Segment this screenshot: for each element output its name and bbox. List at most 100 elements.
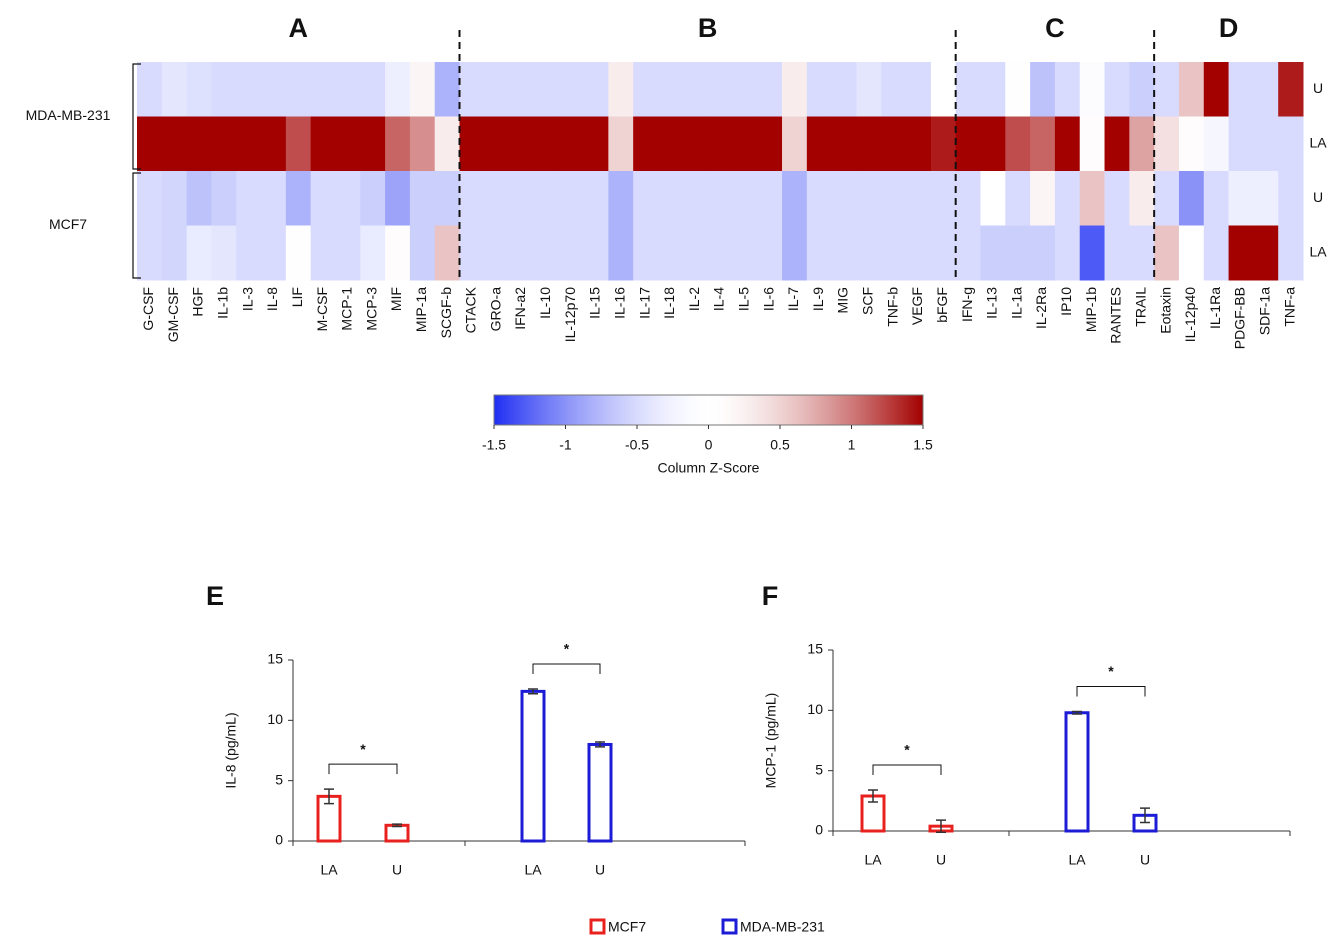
heatmap-cell xyxy=(161,171,188,226)
bracket xyxy=(132,63,141,170)
x-tick-label: LA xyxy=(524,862,542,878)
y-axis-label: MCP-1 (pg/mL) xyxy=(763,693,779,789)
heatmap-cell xyxy=(558,116,585,172)
heatmap-cell xyxy=(533,62,560,117)
column-label: IL-1a xyxy=(1008,287,1024,319)
column-label: IL-12p70 xyxy=(562,287,578,342)
heatmap-cell xyxy=(682,62,709,117)
column-label: MIF xyxy=(388,287,404,311)
heatmap-cell xyxy=(459,116,485,172)
heatmap-cell xyxy=(186,116,212,172)
heatmap-cell xyxy=(608,62,634,117)
x-tick-label: U xyxy=(595,862,605,878)
column-label: HGF xyxy=(190,287,206,317)
y-tick-label: 5 xyxy=(815,761,823,777)
heatmap-cell xyxy=(906,62,932,117)
heatmap-cell xyxy=(335,171,361,226)
row-label: LA xyxy=(1309,243,1327,259)
x-tick-label: U xyxy=(1140,852,1150,868)
heatmap-cell xyxy=(558,62,585,117)
heatmap-cell xyxy=(137,62,163,117)
heatmap-cell xyxy=(1054,225,1081,281)
heatmap-cell xyxy=(1154,62,1180,117)
heatmap-cell xyxy=(657,62,684,117)
column-label: TRAIL xyxy=(1132,287,1148,327)
heatmap-cell xyxy=(1154,116,1180,172)
heatmap-cell xyxy=(1054,116,1081,172)
heatmap-cell xyxy=(657,171,684,226)
heatmap-cell xyxy=(211,116,237,172)
heatmap-cell xyxy=(385,116,411,172)
y-tick-label: 15 xyxy=(267,651,283,667)
heatmap-cell xyxy=(360,62,386,117)
heatmap-cell xyxy=(682,225,709,281)
heatmap-cell xyxy=(856,62,882,117)
heatmap-cell xyxy=(1253,116,1279,172)
heatmap-cell xyxy=(930,171,957,226)
heatmap-cell xyxy=(906,171,932,226)
heatmap-cell xyxy=(856,116,882,172)
heatmap-cell xyxy=(360,171,386,226)
heatmap-cell xyxy=(1129,62,1155,117)
heatmap-cell xyxy=(1228,225,1254,281)
heatmap-cell xyxy=(608,225,634,281)
heatmap-cell xyxy=(980,171,1006,226)
heatmap-cell xyxy=(459,225,485,281)
heatmap-cell xyxy=(385,171,411,226)
heatmap-cell xyxy=(1079,171,1106,226)
column-label: IL-7 xyxy=(785,287,801,311)
error-bar xyxy=(1140,807,1150,824)
colorbar-tick-label: -1 xyxy=(559,437,572,453)
row-label: U xyxy=(1313,80,1323,96)
row-label: U xyxy=(1313,189,1323,205)
column-label: G-CSF xyxy=(140,287,156,331)
colorbar-tick-label: 0 xyxy=(705,437,713,453)
heatmap-cell xyxy=(980,225,1006,281)
column-label: Eotaxin xyxy=(1157,287,1173,334)
bracket xyxy=(132,172,141,279)
heatmap-cell xyxy=(434,225,461,281)
column-label: IL-4 xyxy=(711,287,727,311)
error-bar xyxy=(1072,710,1082,715)
column-label: IL-5 xyxy=(736,287,752,311)
heatmap-cell xyxy=(484,171,510,226)
heatmap-cell xyxy=(782,225,808,281)
column-label: IL-3 xyxy=(239,287,255,311)
heatmap-cell xyxy=(1203,62,1230,117)
heatmap-cell xyxy=(1228,62,1254,117)
heatmap-cell xyxy=(533,225,560,281)
significance-label: * xyxy=(904,742,910,758)
heatmap-cell xyxy=(1178,62,1205,117)
legend-label: MCF7 xyxy=(608,919,646,935)
heatmap-cell xyxy=(533,171,560,226)
heatmap-cell xyxy=(955,62,981,117)
heatmap-cell xyxy=(1030,171,1056,226)
heatmap-cell xyxy=(980,116,1006,172)
heatmap-cell xyxy=(782,171,808,226)
x-tick-label: U xyxy=(936,852,946,868)
error-bar xyxy=(868,789,878,803)
heatmap-cell xyxy=(782,116,808,172)
heatmap-cell xyxy=(1079,116,1106,172)
heatmap-cell xyxy=(360,116,386,172)
colorbar-tick-label: 1.5 xyxy=(913,437,933,453)
column-label: IL-2Ra xyxy=(1033,287,1049,329)
heatmap-cell xyxy=(484,116,510,172)
heatmap-cell xyxy=(906,225,932,281)
heatmap-cell xyxy=(1030,225,1056,281)
heatmap-cell xyxy=(831,225,857,281)
column-label: IFN-a2 xyxy=(512,287,528,330)
row-label: LA xyxy=(1309,134,1327,150)
heatmap-cell xyxy=(1278,62,1304,117)
heatmap-cell xyxy=(558,171,585,226)
column-label: IP10 xyxy=(1058,287,1074,316)
heatmap-cell xyxy=(186,225,212,281)
heatmap-cell xyxy=(930,116,957,172)
heatmap-cell xyxy=(806,62,833,117)
heatmap-cell xyxy=(1054,62,1081,117)
heatmap-cell xyxy=(583,116,609,172)
error-bar xyxy=(936,819,946,833)
heatmap-cell xyxy=(955,225,981,281)
column-label: MCP-1 xyxy=(339,287,355,331)
heatmap-cell xyxy=(881,225,907,281)
